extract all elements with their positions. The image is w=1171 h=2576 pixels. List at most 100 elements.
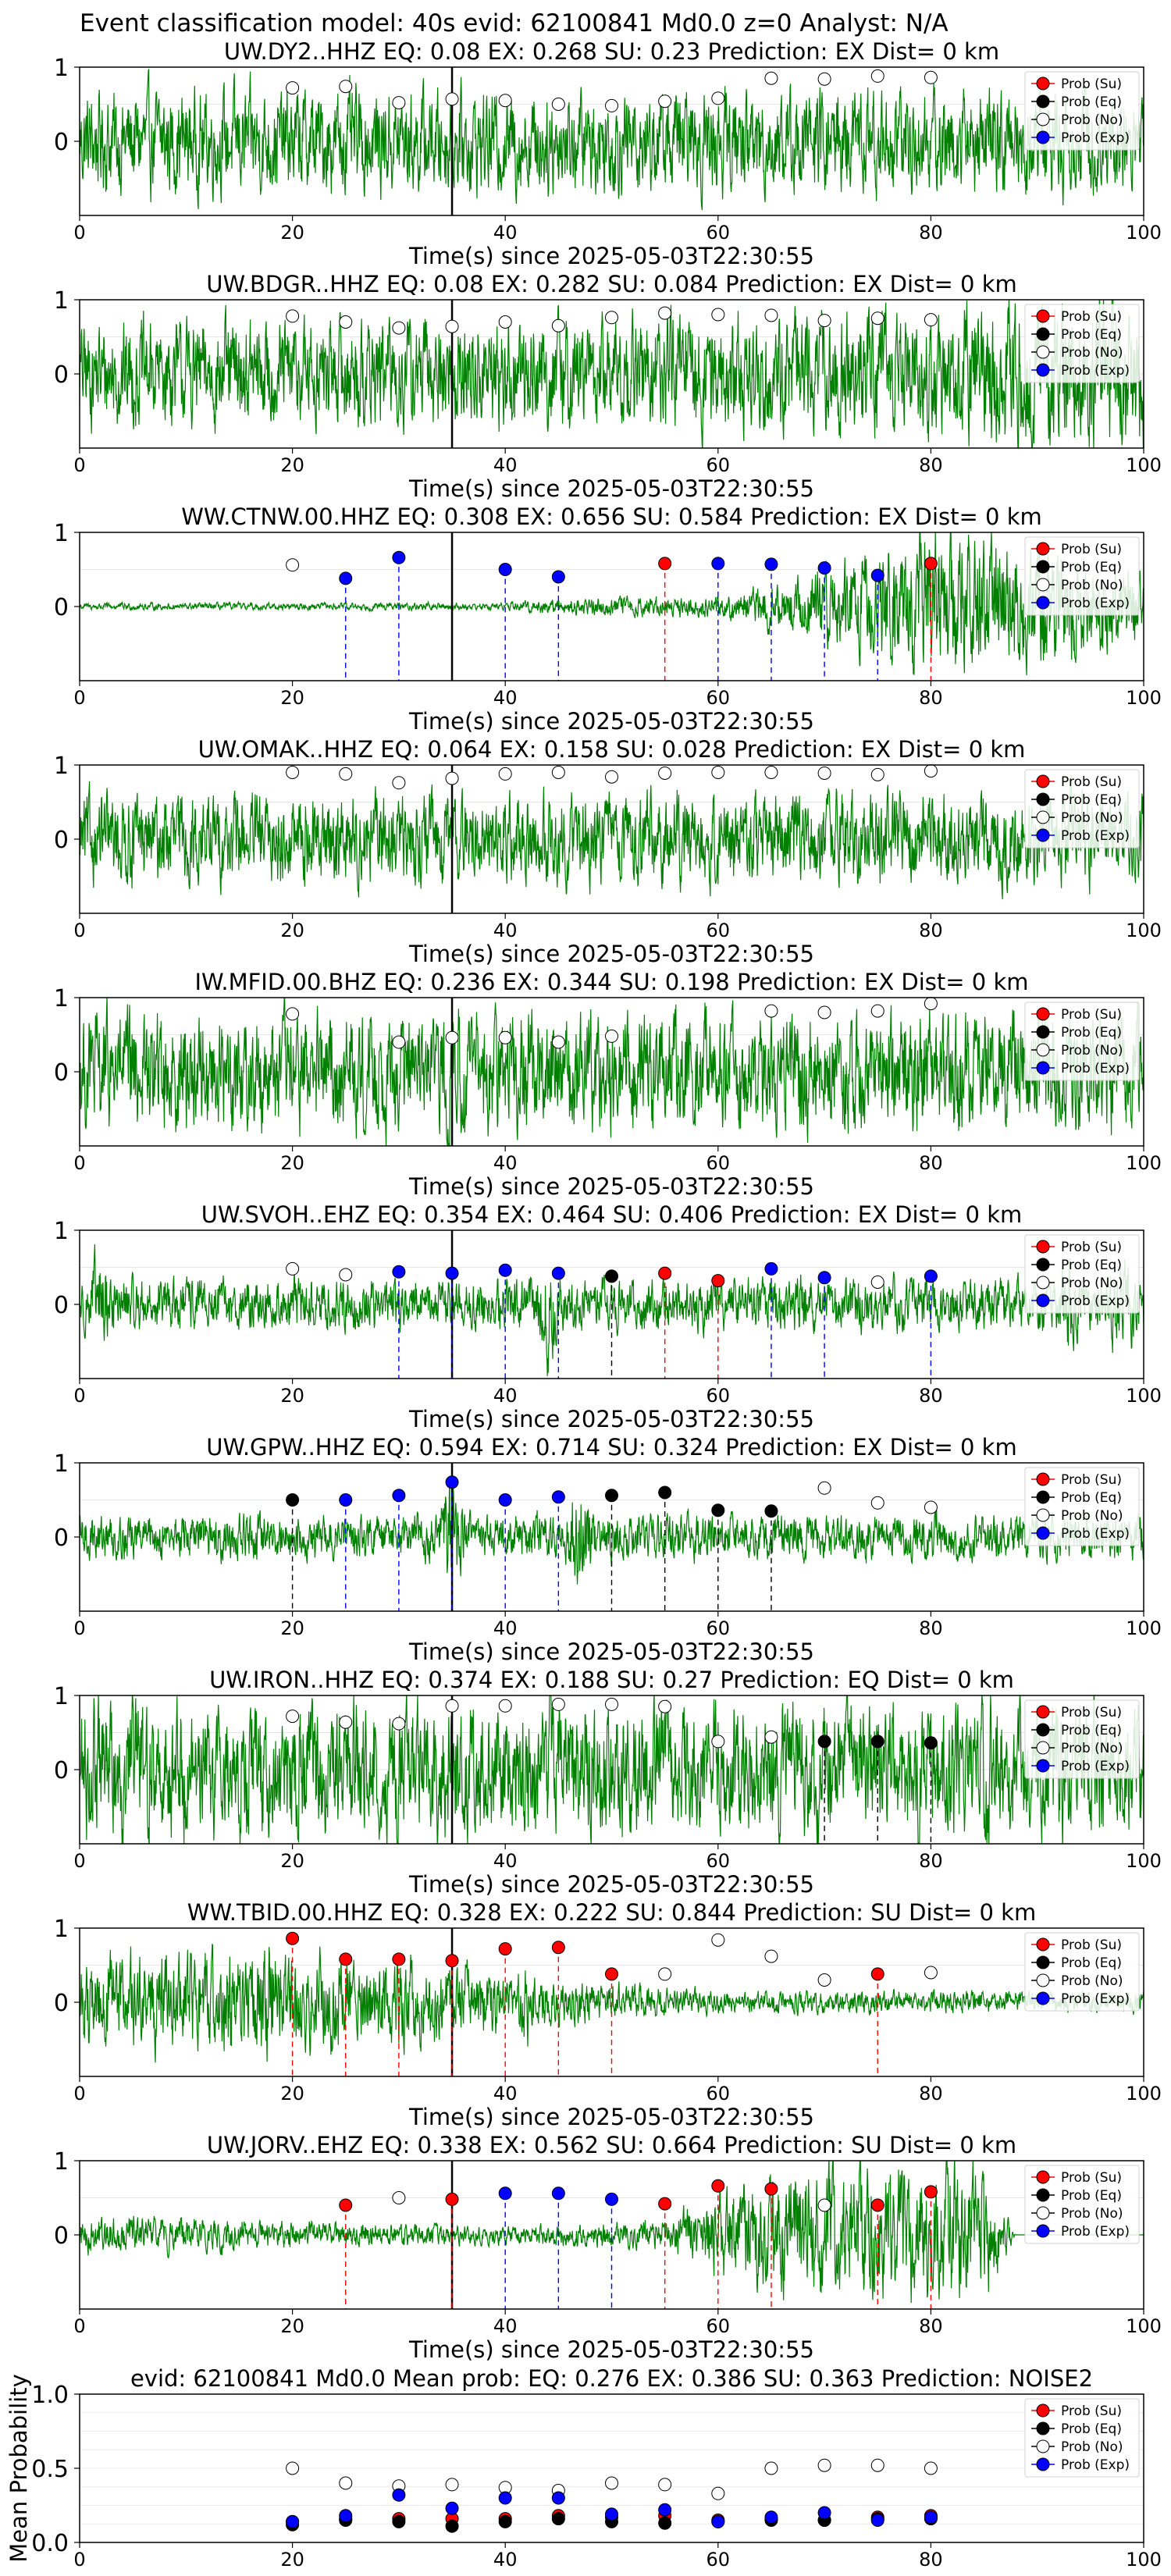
- x-tick-label: 80: [919, 1617, 943, 1639]
- legend-marker-exp: [1036, 1061, 1050, 1075]
- prob-marker-exp: [445, 1475, 459, 1489]
- prob-marker-no: [658, 94, 672, 109]
- x-tick-label: 60: [707, 1617, 731, 1639]
- legend-marker-eq: [1036, 1723, 1050, 1737]
- panel-title: WW.CTNW.00.HHZ EQ: 0.308 EX: 0.656 SU: 0…: [181, 503, 1042, 530]
- prob-marker-no: [551, 766, 565, 779]
- x-tick-label: 20: [280, 2315, 304, 2337]
- y-tick-label: 1: [54, 985, 69, 1012]
- prob-marker-eq: [924, 1736, 938, 1750]
- prob-marker-no: [924, 764, 938, 778]
- x-tick-label: 100: [1126, 222, 1162, 244]
- x-tick-label: 40: [493, 920, 518, 941]
- legend-marker-no: [1036, 2439, 1050, 2453]
- prob-marker-no: [286, 1710, 300, 1724]
- x-tick-label: 40: [493, 2083, 518, 2105]
- panel-title: WW.TBID.00.HHZ EQ: 0.328 EX: 0.222 SU: 0…: [187, 1899, 1036, 1926]
- legend-label-exp: Prob (Exp): [1061, 130, 1130, 146]
- prob-marker-no: [286, 1261, 300, 1276]
- mean-marker-exp: [764, 2510, 778, 2524]
- prob-marker-no: [392, 1717, 406, 1731]
- x-tick-label: 80: [919, 1850, 943, 1872]
- x-tick-label: 60: [707, 2549, 731, 2571]
- panel-title: UW.OMAK..HHZ EQ: 0.064 EX: 0.158 SU: 0.0…: [198, 736, 1026, 763]
- x-tick-label: 100: [1126, 1850, 1162, 1872]
- x-tick-label: 40: [493, 1385, 518, 1407]
- x-tick-label: 60: [707, 920, 731, 941]
- x-tick-label: 60: [707, 454, 731, 476]
- x-tick-label: 0: [73, 1385, 85, 1407]
- prob-marker-exp: [551, 1490, 565, 1504]
- legend-label-eq: Prob (Eq): [1061, 792, 1122, 808]
- x-tick-label: 40: [493, 1617, 518, 1639]
- legend-label-no: Prob (No): [1061, 2439, 1123, 2455]
- prob-marker-exp: [605, 2192, 618, 2206]
- legend-marker-eq: [1036, 2421, 1050, 2435]
- prob-marker-exp: [711, 557, 725, 571]
- x-tick-label: 100: [1126, 2315, 1162, 2337]
- prob-marker-su: [924, 557, 938, 571]
- prob-marker-no: [445, 92, 459, 106]
- mean-marker-exp: [658, 2503, 672, 2517]
- x-tick-label: 80: [919, 920, 943, 941]
- prob-marker-no: [551, 1035, 565, 1049]
- legend-label-eq: Prob (Eq): [1061, 560, 1122, 575]
- prob-marker-exp: [764, 1261, 778, 1276]
- x-tick-label: 80: [919, 1385, 943, 1407]
- legend-label-su: Prob (Su): [1061, 542, 1122, 557]
- prob-marker-su: [711, 1274, 725, 1288]
- prob-marker-no: [605, 98, 618, 112]
- prob-marker-no: [711, 91, 725, 105]
- x-axis-label: Time(s) since 2025-05-03T22:30:55: [408, 475, 814, 502]
- legend-marker-exp: [1036, 2457, 1050, 2471]
- x-tick-label: 0: [73, 2315, 85, 2337]
- legend-box: [1024, 1467, 1140, 1546]
- prob-marker-no: [924, 70, 938, 84]
- x-tick-label: 40: [493, 1850, 518, 1872]
- prob-marker-no: [924, 997, 938, 1011]
- prob-marker-no: [286, 1007, 300, 1021]
- prob-marker-no: [870, 767, 884, 781]
- legend-marker-no: [1036, 810, 1050, 824]
- legend-label-su: Prob (Su): [1061, 774, 1122, 790]
- legend-label-eq: Prob (Eq): [1061, 1258, 1122, 1273]
- panel-1: UW.DY2..HHZ EQ: 0.08 EX: 0.268 SU: 0.23 …: [54, 38, 1162, 269]
- legend-box: [1024, 1002, 1140, 1081]
- legend-marker-su: [1036, 542, 1050, 556]
- mean-marker-exp: [339, 2509, 353, 2523]
- mean-marker-no: [870, 2458, 884, 2472]
- panel-9: WW.TBID.00.HHZ EQ: 0.328 EX: 0.222 SU: 0…: [54, 1899, 1162, 2130]
- prob-marker-no: [392, 96, 406, 110]
- legend-label-exp: Prob (Exp): [1061, 2224, 1130, 2240]
- y-tick-label: 0: [54, 594, 69, 621]
- legend-marker-su: [1036, 2170, 1050, 2184]
- mean-marker-no: [658, 2478, 672, 2492]
- panel-2: UW.BDGR..HHZ EQ: 0.08 EX: 0.282 SU: 0.08…: [54, 271, 1162, 502]
- x-tick-label: 0: [73, 2083, 85, 2105]
- waveform-trace: [80, 300, 1144, 448]
- x-tick-label: 20: [280, 1152, 304, 1174]
- legend-label-exp: Prob (Exp): [1061, 2457, 1130, 2473]
- x-axis-label: Time(s) since 2025-05-03T22:30:55: [408, 941, 814, 967]
- prob-marker-no: [339, 315, 353, 329]
- y-tick-label: 1: [54, 287, 69, 315]
- prob-marker-exp: [339, 1493, 353, 1507]
- y-tick-label: 0.5: [31, 2456, 69, 2483]
- prob-marker-no: [711, 1735, 725, 1749]
- prob-marker-exp: [498, 2186, 512, 2201]
- prob-marker-su: [551, 1941, 565, 1955]
- x-tick-label: 40: [493, 1152, 518, 1174]
- legend-label-exp: Prob (Exp): [1061, 1526, 1130, 1542]
- legend-label-su: Prob (Su): [1061, 1705, 1122, 1720]
- legend-box: [1024, 1234, 1140, 1314]
- y-tick-label: 1: [54, 1218, 69, 1245]
- x-tick-label: 20: [280, 222, 304, 244]
- prob-marker-exp: [817, 1271, 831, 1285]
- y-tick-label: 0: [54, 361, 69, 389]
- y-tick-label: 1.0: [31, 2382, 69, 2409]
- mean-marker-no: [924, 2461, 938, 2475]
- legend-marker-su: [1036, 774, 1050, 788]
- y-tick-label: 0: [54, 129, 69, 156]
- x-axis-label: Time(s) since 2025-05-03T22:30:55: [408, 1871, 814, 1898]
- legend-label-no: Prob (No): [1061, 1741, 1123, 1756]
